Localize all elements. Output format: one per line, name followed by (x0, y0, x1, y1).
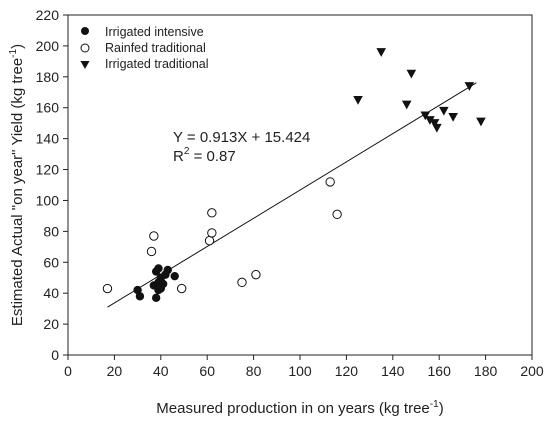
r-squared-value: = 0.87 (189, 148, 235, 165)
x-axis-title-sup: -1 (430, 399, 439, 410)
data-point-series-2 (353, 96, 363, 105)
data-point-series-1 (332, 209, 342, 220)
r-squared-sup: 2 (184, 146, 190, 157)
y-axis-title-tail: ) (9, 44, 26, 49)
axis-tick-labels: 0 20 40 60 80 100 120 140 160 180 200 0 20 40 60 80 100 1… (36, 7, 544, 379)
r-squared-label: R2 = 0.87 (173, 146, 236, 165)
data-point-series-1 (207, 228, 217, 238)
y-tick-label: 180 (36, 69, 60, 85)
x-axis-title-main: Measured production in on years (kg tree (156, 400, 429, 417)
data-point-series-2 (425, 116, 435, 125)
data-point-series-1 (251, 269, 261, 280)
data-point-series-2 (376, 48, 386, 57)
data-point-series-1 (146, 246, 157, 257)
y-tick-label: 20 (43, 316, 59, 332)
data-points (102, 48, 486, 303)
data-point-series-0 (158, 279, 168, 289)
data-point-series-0 (154, 285, 163, 295)
x-tick-label: 160 (428, 363, 452, 379)
y-tick-label: 220 (36, 7, 60, 23)
legend-marker-irrigated-traditional (80, 61, 90, 69)
y-tick-label: 100 (36, 192, 60, 208)
y-tick-label: 60 (43, 254, 59, 270)
y-tick-label: 0 (51, 347, 59, 363)
y-tick-label: 160 (36, 100, 60, 116)
x-tick-label: 20 (107, 363, 123, 379)
x-tick-label: 140 (381, 363, 405, 379)
legend-label-irrigated-traditional: Irrigated traditional (105, 57, 209, 71)
data-point-series-1 (102, 283, 113, 294)
data-point-series-2 (420, 111, 431, 121)
x-tick-label: 0 (64, 363, 72, 379)
y-tick-label: 120 (36, 162, 60, 178)
data-point-series-0 (170, 271, 179, 281)
data-point-series-2 (464, 82, 475, 91)
data-point-series-0 (135, 292, 145, 301)
data-point-series-1 (207, 208, 217, 218)
data-point-series-1 (325, 177, 335, 187)
data-point-series-2 (439, 106, 449, 116)
x-tick-label: 180 (474, 363, 498, 379)
y-axis-title-sup: -1 (8, 48, 19, 57)
data-point-series-2 (448, 113, 458, 122)
data-point-series-2 (401, 100, 412, 110)
data-point-series-0 (163, 265, 172, 275)
y-tick-label: 80 (43, 223, 59, 239)
regression-equation: Y = 0.913X + 15.424 (173, 129, 310, 146)
y-tick-label: 140 (36, 131, 60, 147)
x-tick-label: 120 (335, 363, 359, 379)
data-point-series-1 (204, 235, 215, 246)
legend-marker-irrigated-intensive (81, 27, 89, 35)
y-axis-title-main: Estimated Actual "on year" Yield (kg tre… (9, 58, 26, 326)
y-tick-label: 40 (43, 285, 59, 301)
legend-label-irrigated-intensive: Irrigated intensive (105, 25, 204, 39)
axis-ticks (63, 14, 533, 360)
data-point-series-2 (432, 123, 442, 133)
data-point-series-0 (151, 293, 161, 303)
data-point-series-2 (476, 117, 486, 127)
x-axis-title: Measured production in on years (kg tree… (156, 399, 443, 417)
x-tick-label: 80 (246, 363, 262, 379)
y-tick-label: 200 (36, 38, 60, 54)
x-tick-label: 200 (520, 363, 544, 379)
data-point-series-2 (406, 69, 417, 79)
legend: Irrigated intensive Rainfed traditional … (80, 25, 209, 71)
x-axis-title-tail: ) (439, 400, 444, 417)
data-point-series-1 (237, 277, 247, 288)
x-tick-label: 40 (153, 363, 169, 379)
data-point-series-1 (149, 231, 159, 241)
data-point-series-1 (176, 283, 187, 294)
x-tick-label: 100 (288, 363, 312, 379)
data-point-series-0 (154, 264, 163, 273)
x-tick-label: 60 (199, 363, 215, 379)
y-axis-title: Estimated Actual "on year" Yield (kg tre… (8, 44, 26, 326)
legend-label-rainfed-traditional: Rainfed traditional (105, 41, 206, 55)
r-squared-prefix: R (173, 148, 184, 165)
legend-marker-rainfed-traditional (80, 43, 90, 53)
data-point-series-2 (429, 119, 440, 128)
